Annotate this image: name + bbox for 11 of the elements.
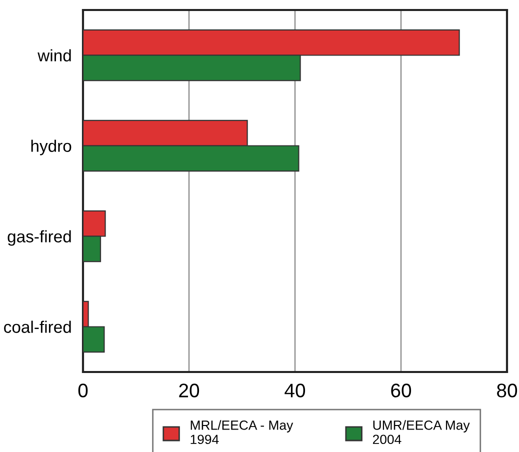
legend-label: UMR/EECA May 2004 <box>372 420 470 444</box>
x-tick-label: 60 <box>391 384 412 398</box>
x-tick-label: 20 <box>179 384 200 398</box>
y-tick-label: hydro <box>31 140 72 156</box>
x-tick-label: 0 <box>78 384 88 398</box>
y-tick-label: wind <box>38 49 71 62</box>
y-tick-label: gas-fired <box>8 230 71 246</box>
legend-label: MRL/EECA - May 1994 <box>190 420 294 444</box>
x-tick-label: 80 <box>497 384 518 398</box>
y-tick-label: coal-fired <box>4 320 71 333</box>
x-tick-label: 40 <box>284 384 306 398</box>
